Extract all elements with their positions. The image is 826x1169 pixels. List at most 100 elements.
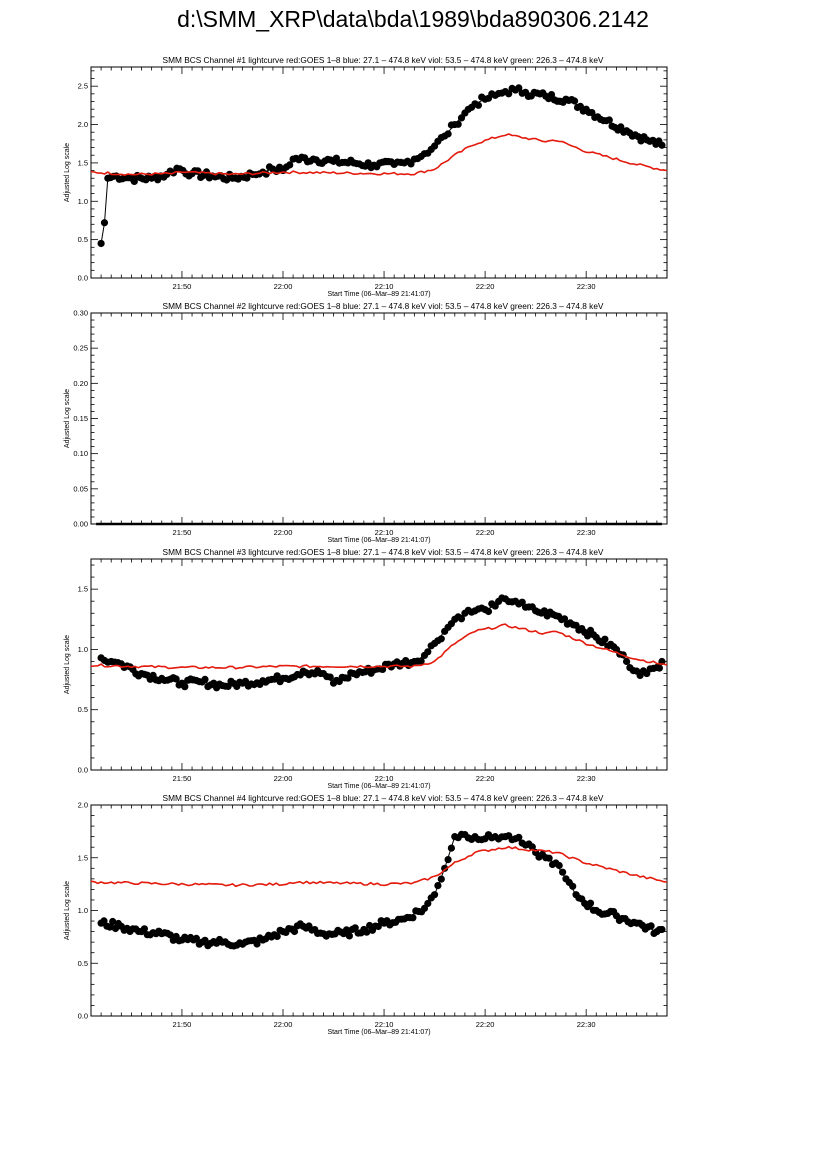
data-point [175, 937, 183, 945]
data-point [478, 604, 486, 612]
data-point [655, 926, 664, 934]
data-point [589, 631, 598, 639]
data-point [484, 607, 493, 616]
x-tick-label: 21:50 [173, 774, 192, 783]
data-point [434, 882, 442, 890]
data-point [417, 152, 425, 161]
data-point [478, 93, 486, 101]
chart-panel-3: SMM BCS Channel #3 lightcurve red:GOES 1… [64, 547, 668, 790]
data-point [253, 940, 261, 948]
data-point [130, 177, 138, 185]
data-point [424, 899, 432, 908]
chart-panel-1: SMM BCS Channel #1 lightcurve red:GOES 1… [64, 55, 668, 298]
data-point [655, 664, 664, 672]
data-point [515, 833, 523, 841]
data-point [528, 603, 536, 611]
data-point [387, 158, 395, 166]
data-point [175, 681, 183, 689]
data-point [424, 648, 432, 656]
data-point [357, 929, 365, 937]
data-point [468, 608, 476, 616]
data-point [498, 833, 506, 841]
chart-title: SMM BCS Channel #2 lightcurve red:GOES 1… [163, 301, 604, 311]
data-point [185, 172, 193, 180]
data-point [236, 678, 244, 686]
data-point [528, 843, 536, 851]
data-point [447, 121, 455, 129]
data-point [505, 90, 513, 98]
data-point [97, 239, 105, 248]
data-point [622, 657, 631, 666]
data-point [649, 664, 658, 673]
y-tick-label: 1.0 [78, 906, 88, 915]
data-point [437, 635, 445, 643]
y-tick-label: 0.25 [73, 344, 88, 353]
data-point [569, 882, 577, 890]
data-point [201, 936, 209, 944]
data-point [498, 89, 506, 97]
data-point [630, 918, 638, 926]
data-point [454, 120, 462, 128]
x-tick-label: 22:20 [476, 282, 495, 291]
x-tick-label: 22:00 [274, 282, 293, 291]
y-tick-label: 1.5 [78, 158, 88, 167]
series-line-2 [90, 845, 668, 888]
data-point [215, 935, 224, 944]
x-axis-label: Start Time (06–Mar–89 21:41:07) [327, 537, 430, 544]
data-point [437, 875, 445, 883]
data-point [629, 667, 637, 675]
data-point [100, 917, 108, 925]
data-point [327, 156, 335, 164]
data-point [114, 919, 122, 928]
data-point [427, 894, 435, 902]
data-point [447, 844, 455, 852]
y-tick-label: 0.10 [73, 449, 88, 458]
data-point [316, 669, 325, 678]
data-point [256, 680, 264, 689]
x-axis-label: Start Time (06–Mar–89 21:41:07) [327, 783, 430, 790]
data-point [601, 635, 609, 643]
data-point [160, 173, 168, 181]
data-point [166, 931, 174, 939]
x-tick-label: 22:00 [274, 1020, 293, 1029]
page-title: d:\SMM_XRP\data\bda\1989\bda890306.2142 [177, 6, 649, 32]
y-axis-label: Adjusted Log scale [64, 143, 71, 202]
series-line-2 [90, 623, 668, 670]
data-point [655, 137, 663, 145]
data-point [640, 133, 648, 141]
x-tick-label: 22:00 [274, 774, 293, 783]
data-point [344, 674, 352, 682]
data-point [181, 683, 189, 691]
data-point [444, 130, 452, 138]
data-point [444, 856, 452, 864]
data-point [599, 117, 608, 125]
data-point [377, 917, 385, 925]
data-point [172, 675, 180, 683]
data-point [265, 163, 274, 171]
data-point [418, 908, 426, 916]
data-point [367, 669, 375, 677]
y-tick-label: 1.0 [78, 197, 88, 206]
data-point [569, 621, 577, 629]
data-point [276, 926, 284, 934]
y-tick-label: 2.5 [78, 82, 88, 91]
data-point [409, 914, 417, 922]
data-point [560, 615, 569, 623]
x-tick-label: 21:50 [173, 282, 192, 291]
data-point [276, 678, 284, 686]
data-point [518, 598, 526, 606]
data-point [367, 164, 375, 172]
data-point [342, 926, 351, 934]
data-point [397, 915, 405, 923]
data-point [498, 594, 506, 602]
data-point [194, 167, 202, 175]
series-connector [100, 89, 663, 244]
data-point [545, 854, 553, 862]
data-point [256, 934, 264, 942]
plot-frame [90, 804, 668, 1017]
data-point [273, 932, 281, 941]
data-point [457, 830, 466, 839]
y-tick-label: 2.0 [78, 120, 88, 129]
data-point [447, 620, 455, 628]
data-point [273, 672, 281, 680]
